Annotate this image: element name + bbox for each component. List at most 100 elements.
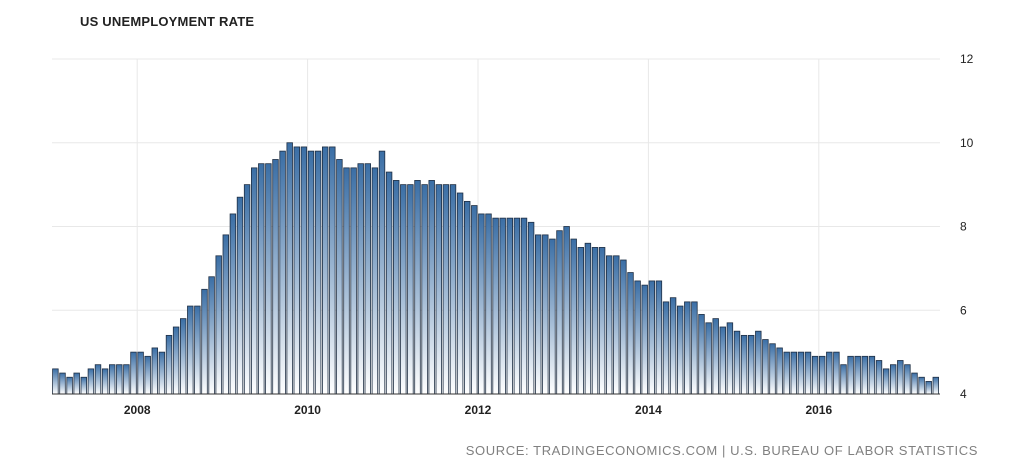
bar: [613, 255, 620, 395]
bar: [158, 351, 166, 395]
bar: [400, 184, 407, 395]
bar: [882, 368, 890, 395]
bar: [123, 364, 130, 395]
bar: [655, 280, 663, 395]
bar: [826, 351, 833, 395]
bar: [556, 230, 563, 395]
bar: [677, 305, 684, 395]
bar: [648, 280, 655, 395]
bar: [357, 163, 364, 395]
bar: [243, 184, 251, 395]
x-tick-label: 2016: [805, 403, 832, 417]
bar: [520, 217, 528, 395]
bar: [80, 376, 87, 395]
bar: [222, 234, 229, 395]
bar: [336, 159, 343, 395]
x-tick-label: 2008: [124, 403, 151, 417]
bar: [904, 364, 911, 395]
bar: [535, 234, 542, 395]
bar: [371, 167, 379, 395]
bar: [733, 330, 741, 395]
y-tick-label: 6: [960, 303, 967, 317]
bar: [194, 305, 201, 395]
bar: [144, 355, 151, 395]
bar: [584, 242, 592, 395]
x-tick-label: 2010: [294, 403, 321, 417]
bar: [471, 205, 478, 395]
bar: [172, 326, 180, 395]
bar: [279, 150, 286, 395]
bar: [755, 330, 762, 395]
bar: [94, 364, 102, 395]
bar: [925, 381, 932, 395]
bar: [265, 163, 272, 395]
bar: [293, 146, 300, 395]
bar: [591, 247, 599, 395]
bar: [712, 318, 719, 395]
bar: [854, 355, 861, 395]
bar: [130, 351, 137, 395]
bar: [890, 364, 897, 395]
bar: [492, 217, 499, 395]
chart-source: SOURCE: TRADINGECONOMICS.COM | U.S. BURE…: [465, 443, 978, 458]
bar: [868, 355, 876, 395]
y-tick-label: 8: [960, 220, 967, 234]
bar: [435, 184, 442, 395]
bar: [662, 301, 670, 395]
bar: [691, 301, 698, 395]
bar: [762, 339, 769, 395]
bar: [392, 180, 400, 395]
bar: [343, 167, 350, 395]
bar: [300, 146, 308, 395]
x-tick-label: 2014: [635, 403, 662, 417]
y-tick-label: 10: [960, 136, 974, 150]
bar: [272, 159, 279, 395]
y-tick-label: 12: [960, 52, 974, 66]
bar: [726, 322, 734, 395]
bar: [52, 368, 59, 395]
bar: [101, 368, 109, 395]
bar: [705, 322, 712, 395]
bar: [811, 355, 819, 395]
bar: [321, 146, 329, 395]
bar: [442, 184, 450, 395]
bar: [449, 184, 457, 395]
bar: [769, 343, 776, 395]
bar: [620, 259, 627, 395]
bar: [549, 238, 556, 395]
bar: [250, 167, 258, 395]
bar: [378, 150, 386, 395]
bar: [73, 372, 80, 395]
bar: [165, 334, 173, 395]
bar: [286, 142, 293, 395]
bar: [570, 238, 577, 395]
bar: [698, 314, 705, 395]
bar: [847, 355, 854, 395]
bar: [542, 234, 549, 395]
bar: [748, 334, 755, 395]
bar: [684, 301, 691, 395]
bar: [428, 180, 435, 395]
bar: [421, 184, 428, 395]
bar: [740, 334, 748, 395]
bar: [187, 305, 194, 395]
bar: [840, 364, 847, 395]
bar: [861, 355, 868, 395]
bar: [59, 372, 66, 395]
bar: [918, 376, 925, 395]
bar: [563, 226, 570, 395]
bar: [932, 376, 939, 395]
bar: [797, 351, 805, 395]
bar: [606, 255, 613, 395]
bar: [414, 180, 421, 395]
y-tick-label: 4: [960, 387, 967, 401]
bar: [819, 355, 826, 395]
bar: [385, 171, 393, 395]
bar: [350, 167, 357, 395]
bar: [229, 213, 237, 395]
bar: [109, 364, 116, 395]
bar: [513, 217, 521, 395]
bar: [478, 213, 485, 395]
bar: [833, 351, 840, 395]
